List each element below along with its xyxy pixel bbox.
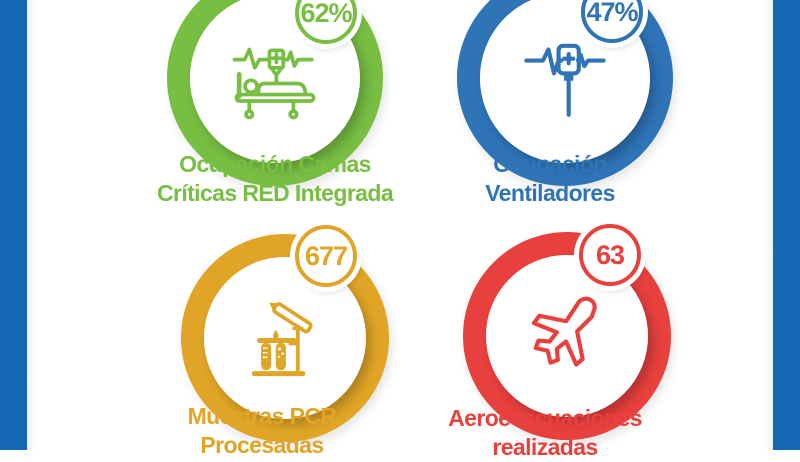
hospital-bed-icon xyxy=(232,47,316,120)
stat-value-badge: 62% xyxy=(295,0,357,44)
panel-left-shadow xyxy=(27,0,37,450)
ventilator-icon xyxy=(524,43,606,117)
stat-label: Aeroevacuaciones realizadas xyxy=(380,404,710,462)
right-blue-stripe xyxy=(773,0,800,450)
stat-value: 63 xyxy=(595,239,625,270)
stat-label: Muestras PCR Procesadas xyxy=(97,402,427,460)
stat-label-line1: Aeroevacuaciones xyxy=(448,405,642,431)
left-blue-stripe xyxy=(0,0,27,450)
stat-label: Ocupación Ventiladores xyxy=(385,150,715,208)
stat-label: Ocupación Camas Críticas RED Integrada xyxy=(110,150,440,208)
stat-value: 47% xyxy=(586,0,638,27)
stat-value-badge: 63 xyxy=(579,224,641,286)
panel-right-shadow xyxy=(763,0,773,450)
stat-label-line1: Ocupación xyxy=(493,151,607,177)
airplane-icon xyxy=(531,296,597,367)
stat-label-line2: Críticas RED Integrada xyxy=(156,180,394,206)
stat-value-badge: 677 xyxy=(295,225,357,287)
stat-label-line2: Procesadas xyxy=(200,432,324,458)
stat-label-line2: realizadas xyxy=(492,434,598,460)
stat-value-badge: 47% xyxy=(581,0,643,43)
stat-label-line2: Ventiladores xyxy=(485,180,615,206)
test-tubes-icon xyxy=(251,302,313,377)
stat-label-line1: Ocupación Camas xyxy=(179,151,371,177)
stat-value: 62% xyxy=(300,0,352,28)
stat-label-line1: Muestras PCR xyxy=(187,403,337,429)
stat-ring-inner xyxy=(190,0,360,163)
stat-value: 677 xyxy=(304,240,348,271)
